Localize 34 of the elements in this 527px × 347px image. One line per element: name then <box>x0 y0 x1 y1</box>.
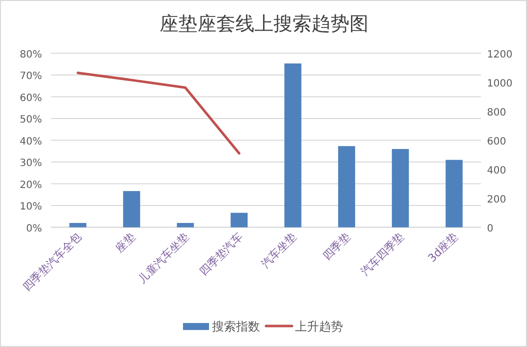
legend-label: 上升趋势 <box>295 320 343 334</box>
y2-tick-label: 1000 <box>487 78 512 90</box>
bar <box>176 222 194 228</box>
bar <box>284 63 302 228</box>
y2-tick-label: 0 <box>487 223 494 234</box>
y2-tick-label: 400 <box>487 165 506 176</box>
x-tick-label: 儿童汽车坐垫 <box>136 230 192 286</box>
bar <box>123 191 140 228</box>
y-tick-label: 10% <box>20 202 42 213</box>
line-series <box>76 72 240 155</box>
y2-tick-label: 1200 <box>487 49 512 60</box>
y-tick-label: 70% <box>20 71 42 82</box>
y-tick-label: 60% <box>20 92 42 104</box>
bar <box>392 149 409 228</box>
x-tick-label: 3d座垫 <box>426 230 460 265</box>
y-tick-label: 50% <box>20 114 42 126</box>
x-tick-label: 汽车坐垫 <box>258 230 299 271</box>
y-tick-label: 20% <box>20 180 42 191</box>
y2-tick-label: 200 <box>487 194 506 206</box>
y2-tick-label: 600 <box>487 136 506 148</box>
y2-tick-label: 800 <box>487 107 506 118</box>
y-tick-label: 80% <box>20 49 42 60</box>
bar <box>446 160 463 228</box>
x-tick-label: 四季垫汽车 <box>197 230 246 278</box>
x-tick-label: 四季垫 <box>320 230 353 263</box>
legend-label: 搜索指数 <box>212 320 260 334</box>
x-tick-label: 汽车四季垫 <box>358 230 406 278</box>
y-tick-label: 40% <box>20 136 42 148</box>
chart-title: 座垫座套线上搜索趋势图 <box>160 13 368 35</box>
bar <box>69 222 86 228</box>
x-tick-label: 座垫 <box>113 230 138 255</box>
bar <box>338 146 356 228</box>
y-tick-label: 30% <box>20 158 42 170</box>
bar <box>230 212 248 228</box>
